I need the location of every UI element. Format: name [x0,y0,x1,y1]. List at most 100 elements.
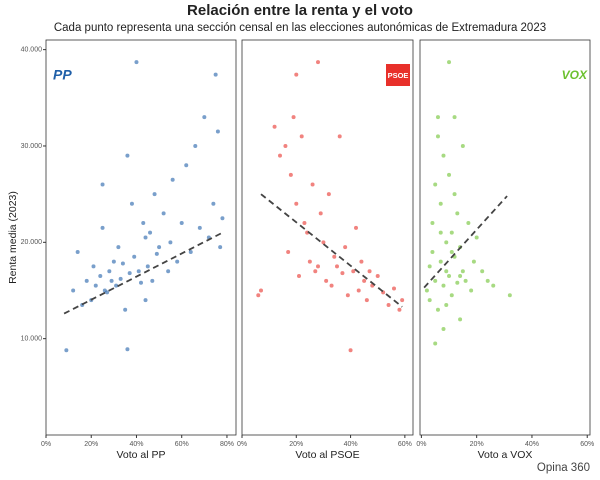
point [400,298,405,303]
point [441,327,446,332]
point [157,245,162,250]
point [340,271,345,276]
point [427,298,432,303]
point [125,347,130,352]
point [458,317,463,322]
x-tick-label: 40% [129,441,143,448]
point [397,307,402,312]
point [211,201,216,206]
point [460,143,465,148]
panel-frame [45,39,237,436]
x-tick-label: 0% [237,441,247,448]
point [218,245,223,250]
point [286,249,291,254]
point [452,192,457,197]
x-axis-title: Voto al PP [116,449,165,461]
point [302,221,307,226]
point [466,221,471,226]
point [458,274,463,279]
point [175,259,180,264]
point [297,274,301,279]
point [259,288,263,293]
point [294,201,299,206]
point [283,143,288,148]
point [100,225,105,230]
point [449,230,454,235]
point [278,153,282,158]
point [438,201,443,206]
point [170,177,175,182]
point [359,259,364,264]
point [444,302,449,307]
point [114,283,119,288]
point [294,72,299,77]
chart-subtitle: Cada punto representa una sección censal… [54,22,546,34]
point [321,240,326,245]
point [64,348,69,353]
x-tick-label: 40% [344,441,358,448]
point [84,278,89,283]
point [272,124,277,129]
point [202,115,207,120]
point [447,172,452,177]
y-tick-label: 20.000 [21,239,43,246]
point [362,278,367,283]
point [129,201,134,206]
point [107,269,112,274]
point [329,283,334,288]
caption: Opina 360 [537,462,590,474]
point [375,274,380,279]
logo-box [386,64,410,86]
point [430,249,435,254]
point [356,288,361,293]
chart-title: Relación entre la renta y el voto [187,2,413,19]
x-axis-title: Voto a VOX [478,449,533,461]
point [351,269,356,274]
x-tick-label: 60% [398,441,412,448]
point [485,278,490,283]
point [93,283,98,288]
point [449,249,454,254]
point [430,221,435,226]
point [444,240,449,245]
x-tick-label: 60% [175,441,189,448]
point [179,221,184,226]
point [256,293,261,298]
trend-line [260,193,403,308]
y-tick-label: 40.000 [21,46,43,53]
point [100,182,105,187]
point [324,278,329,283]
point [125,153,130,158]
point [471,259,476,264]
point [141,221,146,226]
point [392,286,396,291]
point [435,307,440,312]
point [91,264,96,269]
y-tick-label: 30.000 [21,143,43,150]
logo: PP [53,67,72,83]
point [435,134,440,139]
point [424,288,429,293]
point [139,280,143,285]
point [316,60,320,65]
x-tick-label: 0% [416,441,426,448]
point [188,249,193,254]
point [213,72,218,77]
point [313,269,318,274]
x-tick-label: 60% [580,441,594,448]
point [354,225,358,230]
point [143,298,148,303]
x-tick-label: 80% [220,441,234,448]
point [337,134,342,139]
point [433,341,438,346]
point [507,293,512,298]
point [132,254,137,259]
point [343,245,348,250]
point [120,261,125,266]
point [438,259,443,264]
logo: VOX [562,68,588,82]
point [168,240,173,245]
x-tick-label: 20% [84,441,98,448]
point [491,283,496,288]
point [150,278,155,283]
